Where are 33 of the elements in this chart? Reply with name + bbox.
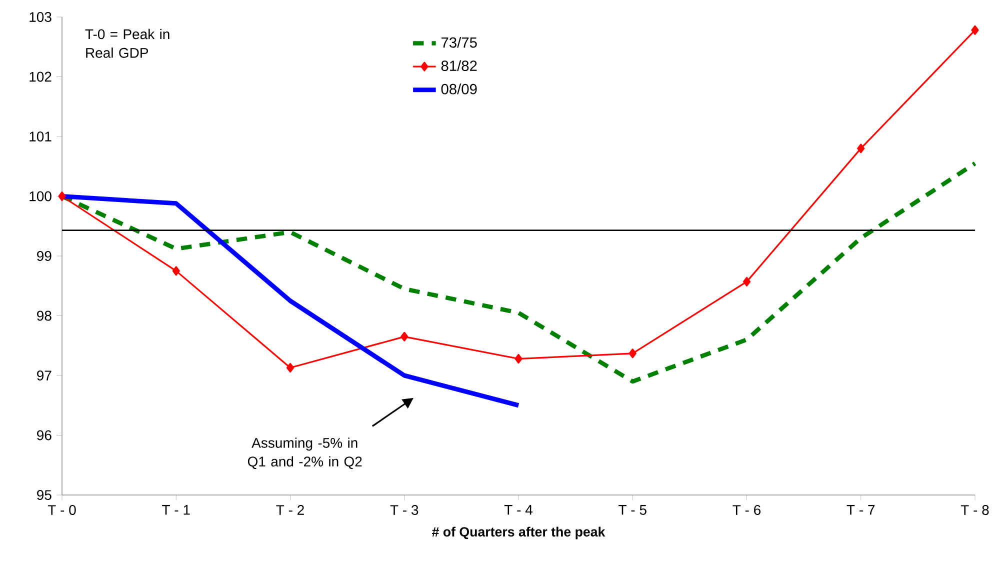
x-tick-label: T - 7 bbox=[846, 505, 875, 515]
point bbox=[514, 354, 522, 364]
y-tick-label: 98 bbox=[37, 310, 52, 321]
point bbox=[172, 266, 180, 276]
legend-label: 73/75 bbox=[442, 36, 477, 48]
point bbox=[971, 25, 979, 35]
x-tick-label: T - 2 bbox=[276, 505, 304, 515]
annotation: Assuming -5% in Q1 and -2% in Q2 bbox=[248, 438, 362, 470]
x-axis-title: # of Quarters after the peak bbox=[432, 526, 606, 540]
point bbox=[400, 332, 408, 342]
y-tick-label: 95 bbox=[37, 490, 52, 500]
x-tick-label: T - 0 bbox=[48, 505, 76, 515]
y-tick-label: 103 bbox=[30, 12, 52, 22]
x-tick-label: T - 1 bbox=[162, 505, 190, 515]
x-tick-label: T - 8 bbox=[960, 505, 989, 515]
y-tick-label: 96 bbox=[37, 430, 52, 440]
y-tick-label: 99 bbox=[37, 251, 52, 261]
point bbox=[742, 276, 751, 286]
y-tick-label: 100 bbox=[30, 191, 52, 202]
point bbox=[628, 348, 636, 358]
point bbox=[857, 144, 865, 154]
point bbox=[58, 191, 66, 202]
x-tick-label: T - 5 bbox=[618, 505, 646, 515]
legend-label: 81/82 bbox=[441, 60, 477, 72]
x-tick-label: T - 4 bbox=[504, 505, 532, 515]
x-tick-label: T - 3 bbox=[390, 505, 418, 515]
y-tick-label: 97 bbox=[37, 370, 52, 380]
point bbox=[286, 362, 294, 373]
y-tick-label: 101 bbox=[30, 132, 52, 142]
x-tick-label: T - 6 bbox=[732, 505, 761, 515]
y-tick-label: 102 bbox=[30, 72, 52, 82]
annotation: T-0 = Peak in Real GDP bbox=[85, 28, 170, 58]
legend-label: 08/09 bbox=[441, 84, 477, 94]
